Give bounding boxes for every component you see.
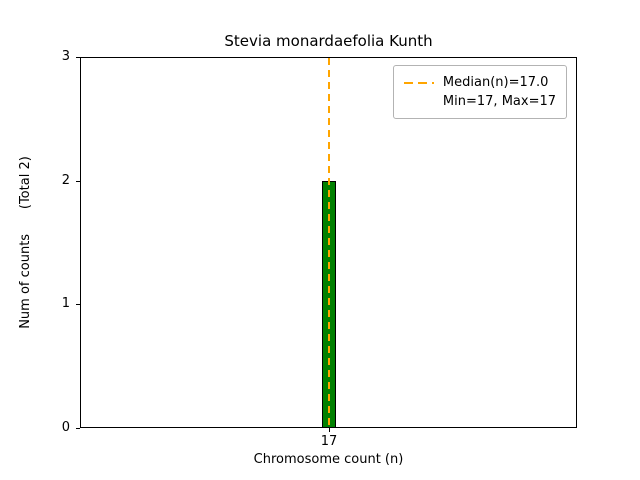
legend-row-median: Median(n)=17.0 xyxy=(403,73,556,92)
legend: Median(n)=17.0 Min=17, Max=17 xyxy=(392,65,567,119)
x-axis-label: Chromosome count (n) xyxy=(253,452,404,467)
chart-title: Stevia monardaefolia Kunth xyxy=(224,32,433,50)
y-axis-label-wrap: Num of counts (Total 2) xyxy=(14,57,36,428)
legend-minmax-label: Min=17, Max=17 xyxy=(442,94,556,109)
legend-median-label: Median(n)=17.0 xyxy=(442,75,549,90)
y-tick-mark xyxy=(76,57,80,58)
plot-area: Median(n)=17.0 Min=17, Max=17 xyxy=(80,57,577,428)
y-tick-label: 1 xyxy=(61,296,70,312)
x-tick-label: 17 xyxy=(320,434,338,449)
legend-spacer xyxy=(404,101,434,103)
y-tick-label: 0 xyxy=(61,420,70,435)
y-tick-label: 3 xyxy=(61,49,70,64)
y-tick-label: 2 xyxy=(61,172,70,188)
y-tick-mark xyxy=(76,428,80,429)
legend-row-minmax: Min=17, Max=17 xyxy=(404,92,556,111)
median-line xyxy=(328,58,330,427)
y-tick-mark xyxy=(76,304,80,305)
median-line-sample xyxy=(403,81,434,84)
y-tick-mark xyxy=(76,181,80,182)
x-tick-mark xyxy=(329,428,330,432)
